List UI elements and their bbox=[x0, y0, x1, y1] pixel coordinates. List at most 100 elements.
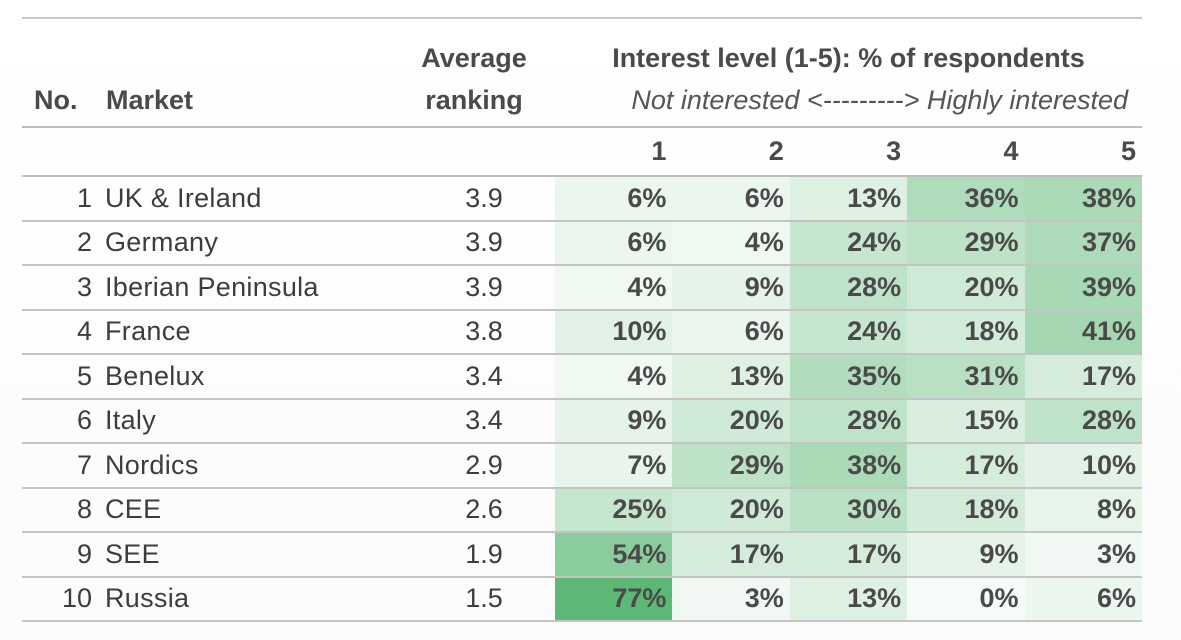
table-row: 1 UK & Ireland 3.9 6% 6% 13% 36% 38% bbox=[22, 176, 1142, 221]
heatmap-cell: 25% bbox=[555, 487, 673, 532]
table-row: 2 Germany 3.9 6% 4% 24% 29% 37% bbox=[22, 220, 1142, 265]
average-ranking: 3.9 bbox=[465, 227, 503, 258]
heatmap-cell: 7% bbox=[555, 443, 673, 488]
table-row: 4 France 3.8 10% 6% 24% 18% 41% bbox=[22, 309, 1142, 354]
heatmap-cell: 29% bbox=[907, 220, 1025, 265]
heatmap-cell: 15% bbox=[907, 398, 1025, 443]
heatmap-cell: 28% bbox=[1024, 398, 1142, 443]
heatmap-cell: 30% bbox=[789, 487, 908, 532]
heatmap-cell: 13% bbox=[789, 576, 908, 621]
heatmap-cell: 9% bbox=[907, 532, 1025, 577]
table-row: 10 Russia 1.5 77% 3% 13% 0% 6% bbox=[22, 576, 1142, 621]
heatmap-cell: 6% bbox=[555, 176, 673, 221]
heatmap-cell: 18% bbox=[907, 309, 1025, 354]
heatmap-cell: 29% bbox=[672, 443, 790, 488]
average-ranking: 2.9 bbox=[465, 449, 503, 480]
heatmap-cell: 17% bbox=[907, 443, 1025, 488]
table-row: 9 SEE 1.9 54% 17% 17% 9% 3% bbox=[22, 532, 1142, 577]
average-ranking: 3.8 bbox=[465, 316, 503, 347]
heatmap-cell: 13% bbox=[789, 176, 908, 221]
average-ranking: 3.9 bbox=[465, 182, 503, 213]
heatmap-cell: 28% bbox=[789, 398, 908, 443]
heatmap-cell: 13% bbox=[672, 354, 790, 399]
row-number: 8 bbox=[76, 494, 92, 525]
heatmap-cell: 54% bbox=[555, 532, 673, 577]
average-ranking: 2.6 bbox=[465, 494, 503, 525]
row-number: 2 bbox=[76, 227, 92, 258]
market-name: Benelux bbox=[105, 360, 205, 391]
average-ranking: 3.4 bbox=[465, 405, 503, 436]
table-body: 1 UK & Ireland 3.9 6% 6% 13% 36% 38% 2 Germany 3.9… bbox=[22, 176, 1142, 621]
heatmap-cell: 4% bbox=[672, 220, 790, 265]
interest-header: Interest level (1-5): % of respondents bbox=[612, 43, 1085, 73]
avg-header-line1: Average bbox=[421, 43, 527, 73]
heatmap-cell: 8% bbox=[1024, 487, 1142, 532]
heatmap-cell: 6% bbox=[672, 309, 790, 354]
heatmap-cell: 20% bbox=[672, 487, 790, 532]
heatmap-cell: 37% bbox=[1024, 220, 1142, 265]
heatmap-cell: 17% bbox=[789, 532, 908, 577]
market-name: Iberian Peninsula bbox=[105, 271, 319, 302]
market-name: Russia bbox=[105, 583, 190, 614]
heatmap-cell: 10% bbox=[555, 309, 673, 354]
market-name: France bbox=[105, 316, 191, 347]
row-number: 7 bbox=[76, 449, 92, 480]
average-ranking: 1.9 bbox=[465, 538, 503, 569]
heatmap-cell: 77% bbox=[555, 576, 673, 621]
table-row: 8 CEE 2.6 25% 20% 30% 18% 8% bbox=[22, 487, 1142, 532]
heatmap-cell: 31% bbox=[907, 354, 1025, 399]
market-name: Italy bbox=[105, 405, 157, 436]
heatmap-cell: 0% bbox=[907, 576, 1025, 621]
heatmap-cell: 36% bbox=[907, 176, 1025, 221]
average-ranking: 3.4 bbox=[465, 360, 503, 391]
market-name: Nordics bbox=[105, 449, 199, 480]
heatmap-cell: 24% bbox=[789, 220, 908, 265]
heatmap-cell: 6% bbox=[555, 220, 673, 265]
table-row: 5 Benelux 3.4 4% 13% 35% 31% 17% bbox=[22, 354, 1142, 399]
heatmap-cell: 18% bbox=[907, 487, 1025, 532]
row-number: 5 bbox=[76, 360, 92, 391]
row-number: 6 bbox=[76, 405, 92, 436]
level-header: 1 bbox=[651, 136, 667, 166]
row-number: 10 bbox=[61, 583, 92, 614]
heatmap-cell: 4% bbox=[555, 265, 673, 310]
heatmap-cell: 38% bbox=[789, 443, 908, 488]
avg-header-line2: ranking bbox=[425, 84, 523, 115]
market-name: SEE bbox=[105, 538, 160, 569]
heatmap-cell: 9% bbox=[555, 398, 673, 443]
no-header: No. bbox=[34, 84, 78, 115]
heatmap-cell: 39% bbox=[1024, 265, 1142, 310]
heatmap-cell: 10% bbox=[1024, 443, 1142, 488]
heatmap-cell: 35% bbox=[789, 354, 908, 399]
level-header: 5 bbox=[1120, 136, 1136, 166]
table-row: 7 Nordics 2.9 7% 29% 38% 17% 10% bbox=[22, 443, 1142, 488]
market-name: CEE bbox=[105, 494, 162, 525]
heatmap-cell: 6% bbox=[1024, 576, 1142, 621]
table-row: 6 Italy 3.4 9% 20% 28% 15% 28% bbox=[22, 398, 1142, 443]
row-number: 4 bbox=[76, 316, 92, 347]
heatmap-cell: 3% bbox=[1024, 532, 1142, 577]
heatmap-cell: 9% bbox=[672, 265, 790, 310]
heatmap-cell: 24% bbox=[789, 309, 908, 354]
top-rule bbox=[22, 17, 1142, 19]
interest-subheader: Not interested <---------> Highly intere… bbox=[631, 84, 1128, 115]
heatmap-cell: 3% bbox=[672, 576, 790, 621]
heatmap-cell: 4% bbox=[555, 354, 673, 399]
average-ranking: 1.5 bbox=[465, 583, 503, 614]
row-number: 3 bbox=[76, 271, 92, 302]
level-header: 4 bbox=[1003, 136, 1019, 166]
heatmap-cell: 20% bbox=[672, 398, 790, 443]
average-ranking: 3.9 bbox=[465, 271, 503, 302]
row-number: 1 bbox=[76, 182, 92, 213]
market-name: UK & Ireland bbox=[105, 182, 262, 213]
table-row: 3 Iberian Peninsula 3.9 4% 9% 28% 20% 39% bbox=[22, 265, 1142, 310]
interest-level-table: Average Interest level (1-5): % of respo… bbox=[22, 17, 1142, 622]
level-header: 2 bbox=[768, 136, 784, 166]
heatmap-cell: 38% bbox=[1024, 176, 1142, 221]
heatmap-cell: 17% bbox=[672, 532, 790, 577]
heatmap-cell: 17% bbox=[1024, 354, 1142, 399]
heatmap-cell: 6% bbox=[672, 176, 790, 221]
level-header: 3 bbox=[886, 136, 902, 166]
heatmap-cell: 41% bbox=[1024, 309, 1142, 354]
